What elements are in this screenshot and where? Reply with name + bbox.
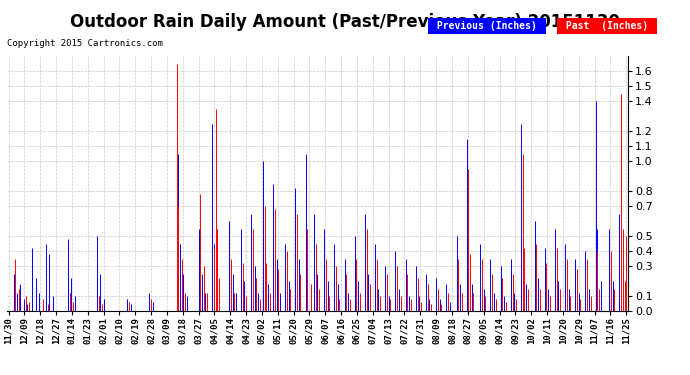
Text: Outdoor Rain Daily Amount (Past/Previous Year) 20151130: Outdoor Rain Daily Amount (Past/Previous…	[70, 13, 620, 31]
Text: Copyright 2015 Cartronics.com: Copyright 2015 Cartronics.com	[7, 39, 163, 48]
Text: Past  (Inches): Past (Inches)	[560, 21, 654, 31]
Text: Previous (Inches): Previous (Inches)	[431, 21, 543, 31]
